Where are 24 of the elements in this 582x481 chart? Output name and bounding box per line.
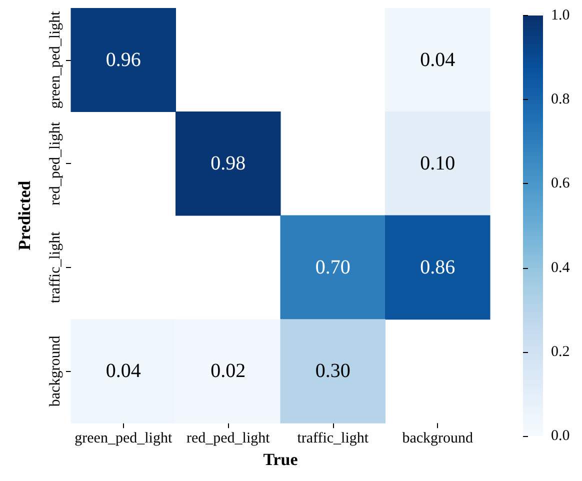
x-tick-label: background xyxy=(402,430,474,447)
data-label: 0.02 xyxy=(210,360,246,382)
y-tick-label: traffic_light xyxy=(48,230,64,304)
color-bar-label: 0.2 xyxy=(551,344,570,360)
data-label: 0.30 xyxy=(315,360,350,382)
data-label: 0.04 xyxy=(420,48,456,71)
data-label: 0.04 xyxy=(106,360,141,382)
data-label: 0.10 xyxy=(420,152,456,175)
color-bar-label: 0.6 xyxy=(551,176,570,192)
x-tick-label: traffic_light xyxy=(297,430,370,447)
x-tick-label: green_ped_light xyxy=(74,430,173,447)
x-axis-title: True xyxy=(263,450,298,469)
color-bar-label: 0.8 xyxy=(551,92,570,108)
color-bar-label: 1.0 xyxy=(551,8,570,24)
data-label: 0.70 xyxy=(315,256,350,278)
data-label: 0.96 xyxy=(106,48,141,71)
color-bar-label: 0.4 xyxy=(551,260,570,276)
y-axis-title: Predicted xyxy=(15,180,34,250)
color-bar-label: 0.0 xyxy=(551,428,570,444)
x-tick-label: red_ped_light xyxy=(186,430,271,447)
data-label: 0.86 xyxy=(420,256,456,278)
data-label: 0.98 xyxy=(210,152,246,175)
y-tick-label: green_ped_light xyxy=(48,10,64,109)
y-tick-label: red_ped_light xyxy=(48,121,64,206)
